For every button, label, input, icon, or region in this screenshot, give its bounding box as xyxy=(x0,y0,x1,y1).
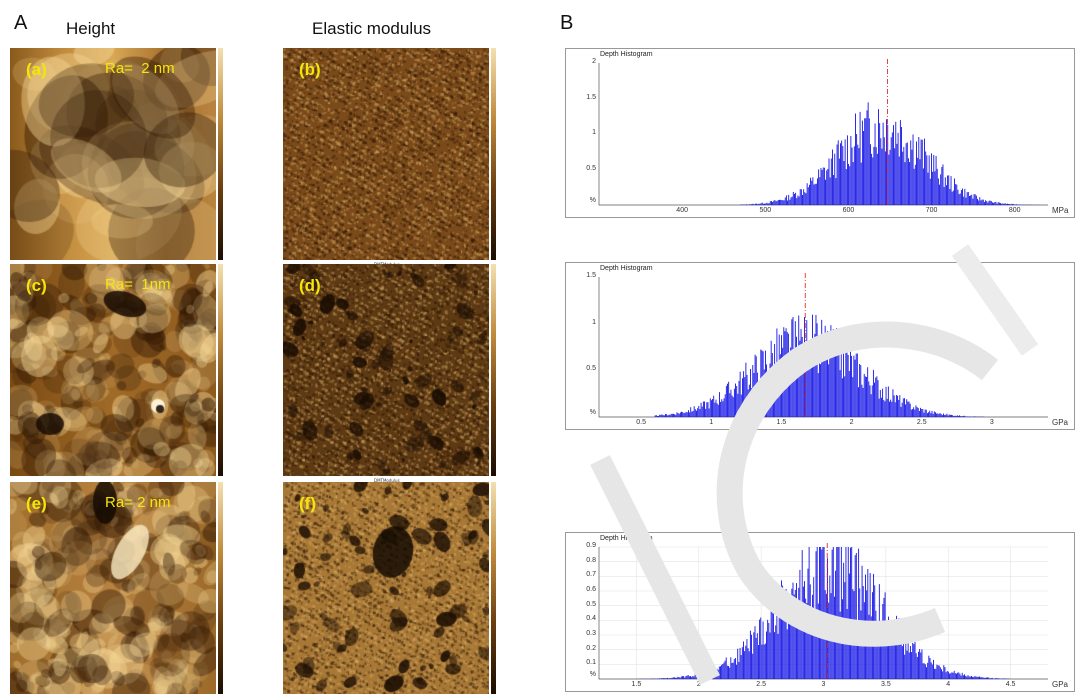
x-tick-label: 700 xyxy=(925,207,938,214)
x-tick-label: 1 xyxy=(709,419,714,426)
roughness-label: Ra= 1nm xyxy=(105,276,171,293)
y-tick-label: 0.9 xyxy=(586,542,596,549)
afm-image-b: (b) xyxy=(283,48,489,260)
x-tick-label: 2 xyxy=(849,419,854,426)
afm-image-e: (e) Ra= 2 nm xyxy=(10,482,216,694)
x-tick-label: 3.5 xyxy=(880,681,891,688)
color-scale-bar xyxy=(218,264,223,476)
x-tick-label: 0.5 xyxy=(636,419,646,426)
x-tick-label: 4.5 xyxy=(1005,681,1016,688)
x-tick-label: 800 xyxy=(1008,207,1021,214)
roughness-label: Ra= 2 nm xyxy=(105,494,171,511)
y-tick-label: 1 xyxy=(592,318,596,326)
modulus-channel-label: DMTModulus xyxy=(374,478,400,483)
y-tick-label: 1 xyxy=(592,129,596,136)
color-scale-bar xyxy=(218,482,223,694)
x-tick-label: 600 xyxy=(842,207,855,214)
y-tick-label: 0.5 xyxy=(586,600,596,608)
afm-panel-label: (e) xyxy=(26,494,47,513)
x-tick-label: 2.5 xyxy=(756,681,766,688)
y-tick-label: 0.6 xyxy=(586,586,596,593)
x-tick-label: 500 xyxy=(759,207,772,214)
x-tick-label: 4 xyxy=(946,681,951,688)
panel-b-letter: B xyxy=(560,12,574,34)
afm-panel-label: (f) xyxy=(299,494,316,513)
watermark-graphic xyxy=(590,244,1039,685)
y-tick-label: 0.8 xyxy=(586,556,596,564)
y-tick-label: 0.1 xyxy=(586,659,596,667)
axes xyxy=(598,547,1048,680)
panel-a-letter: A xyxy=(14,12,28,34)
color-scale-bar xyxy=(491,482,496,694)
y-tick-label: 0.2 xyxy=(586,644,596,652)
color-scale-bar xyxy=(491,48,496,260)
afm-image-c: (c) Ra= 1nm xyxy=(10,264,216,476)
y-tick-label: 2 xyxy=(592,58,596,65)
x-tick-label: 2 xyxy=(696,681,701,688)
afm-panel-label: (d) xyxy=(299,276,321,295)
y-tick-label: 0.5 xyxy=(586,365,596,373)
histogram-title: Depth Histogram xyxy=(600,535,653,542)
x-tick-label: 400 xyxy=(676,207,688,214)
x-tick-label: 3 xyxy=(821,681,826,688)
x-tick-label: 1.5 xyxy=(631,681,642,688)
y-unit-label: % xyxy=(589,409,596,416)
y-tick-label: 0.7 xyxy=(586,571,596,579)
x-unit-label: GPa xyxy=(1052,680,1069,689)
histogram-title: Depth Histogram xyxy=(600,51,653,58)
y-tick-label: 1.5 xyxy=(586,93,596,101)
y-tick-label: 0.3 xyxy=(586,630,596,637)
x-tick-label: 3 xyxy=(989,419,994,426)
x-unit-label: GPa xyxy=(1052,418,1069,427)
afm-panel-label: (a) xyxy=(26,60,47,79)
roughness-label: Ra= 2 nm xyxy=(105,60,175,77)
histogram-plot xyxy=(598,59,1048,206)
color-scale-bar xyxy=(491,264,496,476)
histogram-title: Depth Histogram xyxy=(600,265,653,272)
modulus-column-title: Elastic modulus xyxy=(312,19,432,38)
afm-panel-label: (c) xyxy=(26,276,47,295)
x-tick-label: 2.5 xyxy=(916,419,927,426)
depth-histogram-1: Depth Histogram 0.5 1 1.5 2% 400 500 600 700 800 M… xyxy=(565,48,1075,218)
y-tick-label: 0.4 xyxy=(586,615,596,623)
afm-image-d: (d) xyxy=(283,264,489,476)
afm-panel-label: (b) xyxy=(299,60,321,79)
y-unit-label: % xyxy=(589,671,596,678)
y-unit-label: % xyxy=(589,197,596,204)
height-column-title: Height xyxy=(66,19,116,38)
afm-image-f: (f) xyxy=(283,482,489,694)
x-tick-label: 1.5 xyxy=(776,419,787,426)
afm-image-a: (a) Ra= 2 nm xyxy=(10,48,216,260)
x-unit-label: MPa xyxy=(1052,206,1069,215)
y-tick-label: 1.5 xyxy=(586,272,596,279)
color-scale-bar xyxy=(218,48,223,260)
y-tick-label: 0.5 xyxy=(586,164,596,172)
